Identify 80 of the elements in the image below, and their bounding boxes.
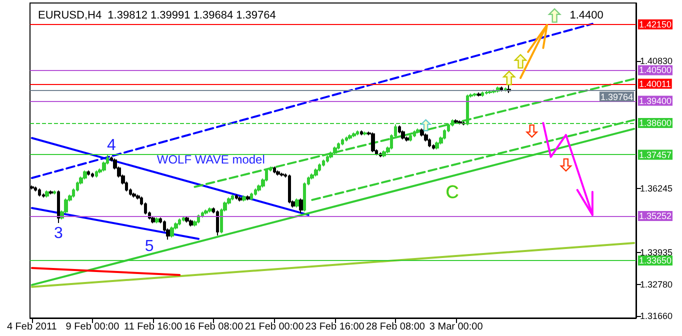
candlestick <box>409 134 412 142</box>
candlestick <box>185 216 189 223</box>
candlestick <box>49 190 53 195</box>
candlestick <box>216 210 219 236</box>
candlestick <box>235 194 238 200</box>
candlestick <box>242 195 246 202</box>
x-tick-label: 23 Feb 16:00 <box>305 322 365 332</box>
y-tick-label: 1.36245 <box>640 183 673 194</box>
candlestick <box>95 170 98 178</box>
candlestick <box>299 198 303 214</box>
annotation: WOLF WAVE model <box>156 152 265 167</box>
candlestick <box>280 172 284 177</box>
candlestick <box>348 134 352 140</box>
candlestick <box>458 120 462 125</box>
x-tick-label: 9 Feb 00:00 <box>66 322 120 332</box>
y-tick-label: 1.31660 <box>640 310 673 321</box>
annotation: 3 <box>54 225 63 242</box>
candlestick <box>273 166 276 174</box>
ref-line-label: 1.40500 <box>639 65 672 76</box>
candlestick <box>155 216 159 224</box>
candlestick <box>231 194 234 201</box>
candlestick <box>53 190 56 195</box>
candlestick <box>45 190 49 198</box>
ref-line-label: 1.39764 <box>600 92 633 102</box>
candlestick <box>238 196 242 202</box>
ref-line-label: 1.42150 <box>639 19 672 30</box>
candlestick <box>488 90 492 94</box>
x-tick-label: 16 Feb 08:00 <box>184 322 244 332</box>
candlestick <box>288 174 291 204</box>
candlestick <box>363 131 367 136</box>
annotation: 4 <box>106 137 116 154</box>
ref-line-label: 1.40011 <box>639 78 671 89</box>
x-tick-label: 11 Feb 16:00 <box>124 322 183 332</box>
ref-line-label: 1.39400 <box>639 96 672 106</box>
candlestick <box>477 92 481 97</box>
y-tick-label: 1.32780 <box>640 280 673 290</box>
x-tick-label: 28 Feb 08:00 <box>366 322 426 332</box>
candlestick <box>276 170 280 176</box>
candlestick <box>352 132 356 138</box>
candlestick <box>204 209 208 215</box>
annotation: 5 <box>144 238 154 256</box>
candlestick <box>416 128 420 134</box>
annotation: C <box>446 182 459 202</box>
candlestick <box>500 86 503 92</box>
candlestick <box>178 218 181 226</box>
annotation: 1.4400 <box>570 10 604 22</box>
candlestick <box>87 170 90 176</box>
candlestick <box>170 226 174 238</box>
candlestick <box>371 132 375 153</box>
ref-line-label: 1.38600 <box>639 118 672 128</box>
x-tick-label: 3 Mar 00:00 <box>429 322 484 332</box>
candlestick <box>356 130 359 136</box>
y-tick-label: 1.33935 <box>640 248 673 258</box>
candlestick <box>132 192 136 198</box>
candlestick <box>341 138 344 146</box>
candlestick <box>182 216 185 222</box>
candlestick <box>485 90 488 95</box>
text: EURUSD,H4 1.39812 1.39991 1.39684 1.39764 <box>38 10 276 22</box>
candlestick <box>208 206 212 213</box>
candlestick <box>337 142 340 150</box>
ref-line-label: 1.35252 <box>639 211 672 221</box>
candlestick <box>454 118 458 124</box>
candlestick <box>246 195 250 201</box>
candlestick <box>481 91 484 98</box>
candlestick <box>473 92 477 97</box>
candlestick <box>38 188 41 197</box>
candlestick <box>91 172 94 178</box>
candlestick <box>345 136 348 142</box>
ref-line-label: 1.37457 <box>639 150 672 160</box>
y-tick-label: 1.40830 <box>640 56 673 66</box>
candlestick <box>413 130 416 138</box>
ref-line-label: 1.33650 <box>639 256 672 266</box>
x-tick-label: 21 Feb 00:00 <box>244 322 304 332</box>
candlestick <box>57 190 60 224</box>
candlestick <box>250 192 253 201</box>
candlestick <box>295 198 299 208</box>
candlestick <box>360 130 363 136</box>
candlestick <box>254 188 257 196</box>
candlestick <box>189 219 193 227</box>
x-tick-label: 4 Feb 2011 <box>6 322 58 332</box>
